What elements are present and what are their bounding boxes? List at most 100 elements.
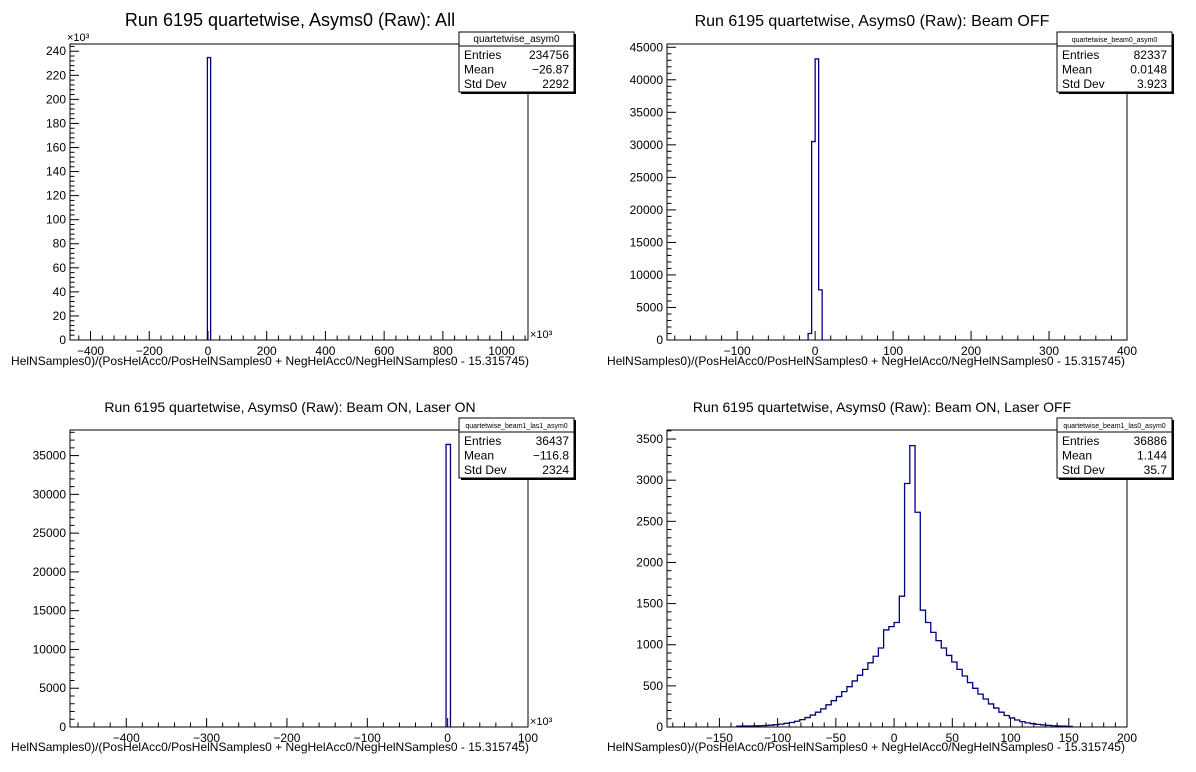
stats-label: Mean: [464, 449, 494, 463]
x-tick-label: 150: [1059, 731, 1079, 745]
y-tick-label: 80: [53, 237, 67, 251]
x-axis-title: HelNSamples0)/(PosHelAcc0/PosHelNSamples…: [607, 354, 1125, 368]
histogram-bin: [910, 446, 915, 727]
x-tick-label: 300: [1039, 344, 1059, 358]
y-tick-label: 500: [643, 679, 663, 693]
histogram-bin: [842, 692, 847, 727]
x-exponent-label: ×10³: [530, 716, 553, 728]
x-axis-title: HelNSamples0)/(PosHelAcc0/PosHelNSamples…: [607, 740, 1125, 754]
histogram-bin: [915, 512, 920, 727]
x-tick-label: −400: [77, 344, 104, 358]
x-axis-title: HelNSamples0)/(PosHelAcc0/PosHelNSamples…: [11, 740, 529, 754]
stats-value: 36886: [1134, 434, 1168, 448]
stats-box-frame: [458, 31, 575, 93]
x-tick-label: 400: [1117, 344, 1137, 358]
histogram-bin: [967, 683, 972, 727]
stats-value: 2292: [542, 77, 569, 91]
y-tick-label: 35000: [33, 449, 67, 463]
stats-label: Entries: [1062, 48, 1099, 62]
stats-box: quartetwise_beam1_las0_asym0 Entries 36886…: [1056, 417, 1174, 480]
y-tick-label: 25000: [33, 526, 67, 540]
histogram-bin: [946, 655, 951, 727]
stats-box-frame: [458, 417, 575, 479]
chart-title: Run 6195 quartetwise, Asyms0 (Raw): All: [125, 10, 455, 30]
stats-value: 0.0148: [1130, 63, 1167, 77]
x-tick-label: −150: [706, 731, 733, 745]
histogram-bin: [446, 444, 450, 727]
histogram-bin: [868, 663, 873, 727]
histogram-series: [807, 58, 823, 340]
y-tick-label: 140: [46, 165, 66, 179]
histogram-panel-3: Run 6195 quartetwise, Asyms0 (Raw): Beam…: [11, 399, 576, 754]
x-axis-title: HelNSamples0)/(PosHelAcc0/PosHelNSamples…: [11, 354, 529, 368]
stats-label: Mean: [1062, 63, 1092, 77]
histogram-bin: [207, 58, 210, 340]
x-tick-label: 200: [1117, 731, 1137, 745]
histogram-bin: [805, 718, 810, 727]
y-tick-label: 5000: [39, 681, 66, 695]
histogram-bin: [815, 712, 820, 727]
x-tick-label: 50: [946, 731, 960, 745]
histogram-bin: [784, 723, 789, 727]
y-tick-label: 220: [46, 68, 66, 82]
y-tick-label: 45000: [630, 40, 664, 54]
histogram-bin: [863, 669, 868, 727]
y-tick-label: 180: [46, 116, 66, 130]
histogram-bin: [926, 623, 931, 727]
stats-value: 82337: [1134, 48, 1168, 62]
histogram-bin: [821, 709, 826, 727]
x-tick-label: 100: [883, 344, 903, 358]
stats-label: Std Dev: [1062, 77, 1105, 91]
histogram-bin: [812, 142, 816, 340]
y-exponent-label: ×10³: [67, 32, 90, 44]
histogram-bin: [999, 712, 1004, 727]
histogram-bin: [826, 705, 831, 727]
histogram-bin: [789, 722, 794, 727]
stats-value: 234756: [529, 48, 569, 62]
stats-value: 3.923: [1137, 77, 1167, 91]
histogram-bin: [1004, 715, 1009, 727]
x-tick-label: 600: [374, 344, 394, 358]
histogram-bin: [941, 648, 946, 727]
y-tick-label: 1000: [636, 638, 663, 652]
histogram-bin: [1025, 723, 1030, 727]
y-tick-label: 15000: [630, 235, 664, 249]
stats-box: quartetwise_beam1_las1_asym0 Entries 36437…: [458, 417, 576, 480]
histogram-bin: [936, 641, 941, 727]
histogram-bin: [836, 697, 841, 727]
histogram-bin: [847, 687, 852, 727]
x-tick-label: 1000: [488, 344, 515, 358]
stats-value: 1.144: [1137, 449, 1167, 463]
histogram-panel-1: Run 6195 quartetwise, Asyms0 (Raw): All −…: [11, 10, 576, 368]
x-tick-label: 400: [315, 344, 335, 358]
stats-value: 2324: [542, 463, 569, 477]
stats-box-frame: [1056, 31, 1173, 93]
y-tick-label: 30000: [33, 487, 67, 501]
histogram-bin: [1015, 720, 1020, 727]
stats-box: quartetwise_beam0_asym0 Entries 82337 Mean 0…: [1056, 31, 1174, 94]
histogram-bin: [873, 656, 878, 727]
histogram-panel-2: Run 6195 quartetwise, Asyms0 (Raw): Beam…: [607, 13, 1174, 368]
x-exponent-label: ×10³: [530, 329, 553, 341]
x-tick-label: 200: [961, 344, 981, 358]
stats-value: −26.87: [532, 63, 569, 77]
y-tick-label: 0: [656, 720, 663, 734]
histogram-bin: [878, 648, 883, 727]
histogram-bin: [852, 681, 857, 727]
chart-title: Run 6195 quartetwise, Asyms0 (Raw): Beam…: [693, 399, 1071, 415]
stats-value: 35.7: [1144, 463, 1168, 477]
plot-frame: [69, 43, 529, 341]
histogram-series: [736, 444, 1073, 727]
y-tick-label: 25000: [630, 170, 664, 184]
y-tick-label: 1500: [636, 597, 663, 611]
histogram-bin: [994, 708, 999, 727]
plot-frame: [69, 429, 529, 728]
histogram-bin: [889, 627, 894, 727]
y-tick-label: 30000: [630, 138, 664, 152]
y-tick-label: 40000: [630, 73, 664, 87]
stats-box-frame: [1056, 417, 1173, 479]
histogram-bin: [795, 721, 800, 727]
stats-box: quartetwise_asym0 Entries 234756 Mean −26.87…: [458, 31, 576, 94]
y-tick-label: 3500: [636, 432, 663, 446]
x-tick-label: −100: [724, 344, 751, 358]
